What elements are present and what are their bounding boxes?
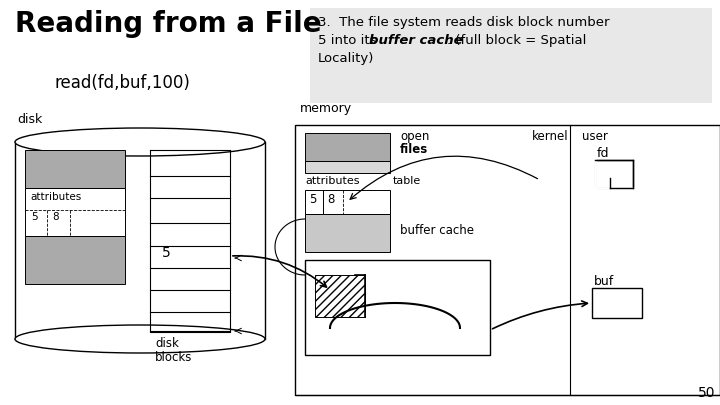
- Text: kernel: kernel: [532, 130, 569, 143]
- Text: 5 into its: 5 into its: [318, 34, 381, 47]
- Bar: [25, 236, 125, 284]
- Bar: [595, 160, 633, 188]
- Text: files: files: [400, 143, 428, 156]
- Text: 3.  The file system reads disk block number: 3. The file system reads disk block numb…: [318, 16, 610, 29]
- Bar: [305, 190, 390, 214]
- Text: 5: 5: [162, 246, 171, 260]
- Text: 50: 50: [698, 386, 715, 400]
- Bar: [305, 133, 390, 161]
- Bar: [305, 260, 490, 355]
- Text: Locality): Locality): [318, 52, 374, 65]
- Text: table: table: [393, 176, 421, 186]
- Text: buf: buf: [594, 275, 614, 288]
- Text: read(fd,buf,100): read(fd,buf,100): [55, 74, 191, 92]
- Text: buffer cache: buffer cache: [400, 224, 474, 237]
- Text: 5: 5: [31, 212, 37, 222]
- Bar: [15, 142, 265, 339]
- Bar: [295, 125, 720, 395]
- Text: blocks: blocks: [155, 351, 192, 364]
- Ellipse shape: [15, 325, 265, 353]
- Text: buffer cache: buffer cache: [369, 34, 463, 47]
- Text: 8: 8: [327, 193, 334, 206]
- Text: disk: disk: [17, 113, 42, 126]
- Text: attributes: attributes: [305, 176, 359, 186]
- Text: attributes: attributes: [30, 192, 81, 202]
- Text: disk: disk: [155, 337, 179, 350]
- Text: user: user: [582, 130, 608, 143]
- Text: Reading from a File: Reading from a File: [15, 10, 322, 38]
- Bar: [310, 8, 712, 103]
- Bar: [305, 161, 390, 173]
- Text: memory: memory: [300, 102, 352, 115]
- Text: fd: fd: [597, 147, 610, 160]
- Bar: [592, 288, 642, 318]
- Bar: [315, 275, 365, 317]
- Text: open: open: [400, 130, 429, 143]
- Text: . (full block = Spatial: . (full block = Spatial: [447, 34, 586, 47]
- Text: 5: 5: [309, 193, 316, 206]
- Bar: [25, 150, 125, 188]
- Ellipse shape: [15, 128, 265, 156]
- Text: 8: 8: [52, 212, 58, 222]
- Bar: [305, 214, 390, 252]
- Bar: [25, 188, 125, 236]
